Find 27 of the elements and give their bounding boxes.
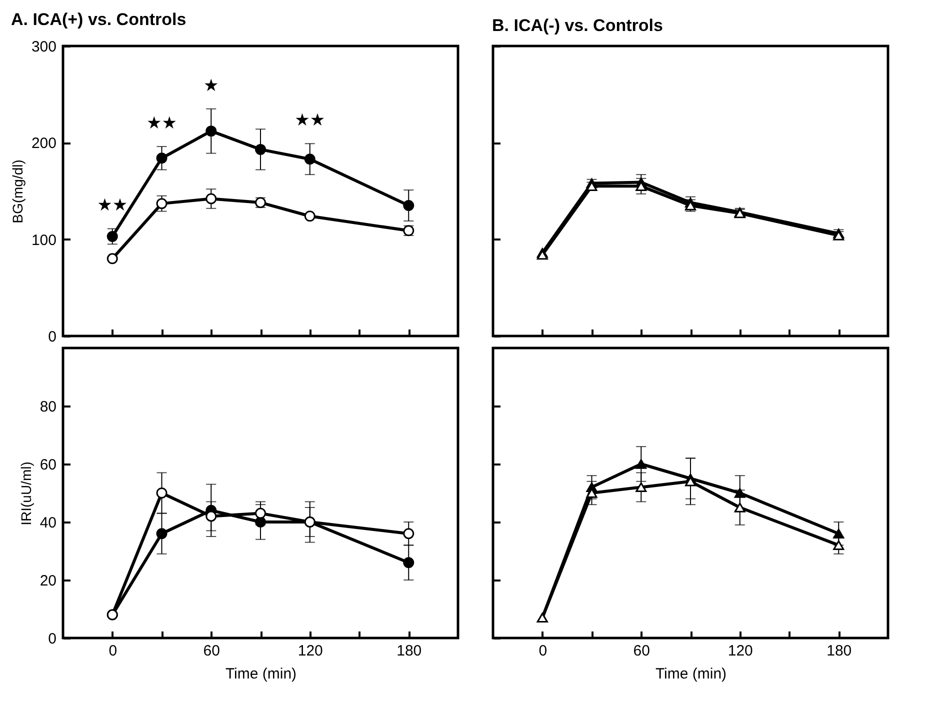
y-tick-label: 20	[40, 572, 56, 590]
chart-title: B. ICA(-) vs. Controls	[492, 16, 663, 35]
y-tick-label: 200	[31, 135, 56, 152]
annotation: ★	[204, 76, 219, 96]
x-tick-label: 0	[538, 642, 548, 660]
annotation: ★★	[146, 114, 177, 134]
y-tick-label: 100	[31, 232, 56, 249]
y-tick-label: 0	[48, 328, 56, 346]
chart-title: A. ICA(+) vs. Controls	[10, 10, 186, 29]
x-tick-label: 120	[298, 642, 323, 660]
x-tick-label: 0	[108, 642, 118, 660]
x-tick-label: 180	[396, 642, 422, 660]
x-tick-label: 180	[826, 642, 852, 660]
y-tick-label: 40	[40, 514, 56, 532]
annotation: ★★	[97, 196, 128, 216]
y-axis-title: IRI(uU/ml)	[18, 462, 34, 526]
x-tick-label: 120	[728, 642, 753, 660]
annotation: ★★	[294, 110, 326, 131]
y-tick-label: 0	[48, 630, 56, 648]
x-axis-title: Time (min)	[655, 666, 727, 682]
y-tick-label: 60	[40, 456, 56, 474]
y-tick-label: 80	[40, 398, 56, 416]
x-tick-label: 60	[203, 642, 220, 660]
x-axis-title: Time (min)	[225, 666, 297, 682]
x-tick-label: 60	[633, 642, 650, 660]
y-axis-title: BG(mg/dl)	[9, 160, 26, 224]
y-tick-label: 300	[31, 38, 56, 56]
